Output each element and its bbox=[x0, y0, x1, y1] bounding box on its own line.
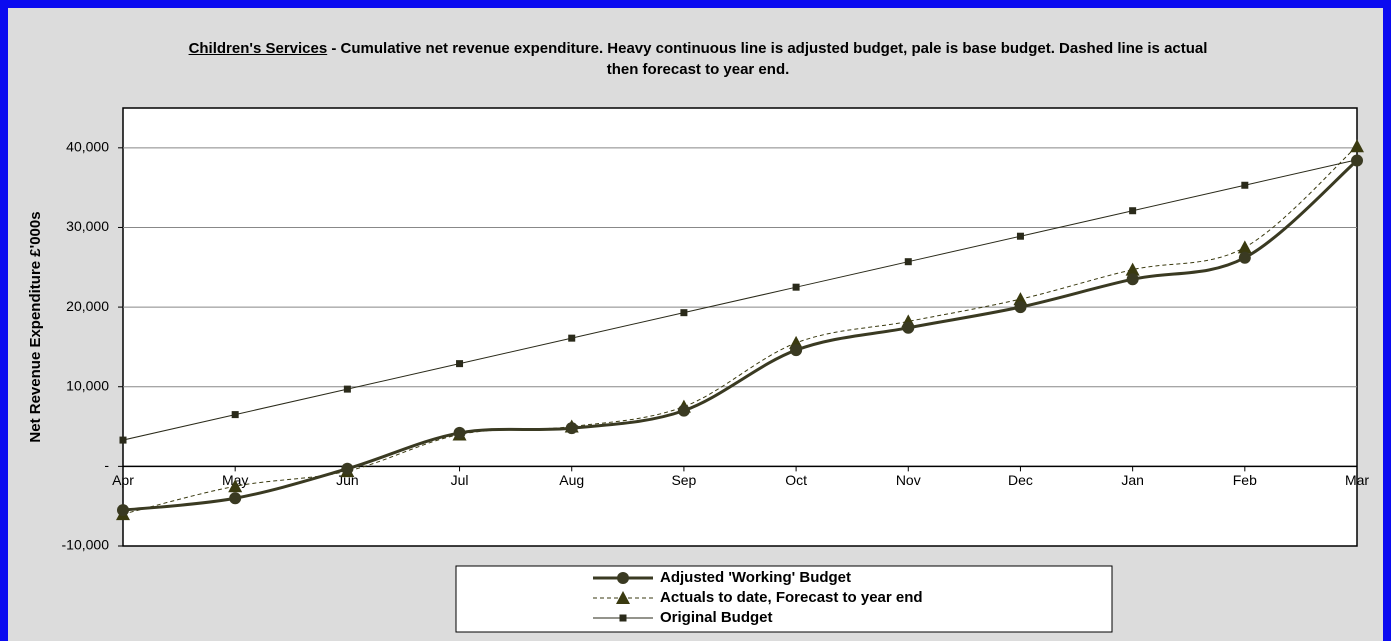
marker bbox=[456, 360, 464, 368]
chart-title: Children's Services - Cumulative net rev… bbox=[178, 38, 1218, 80]
y-axis-label: Net Revenue Expenditure £'000s bbox=[27, 211, 44, 442]
marker bbox=[1238, 251, 1251, 264]
legend-label: Actuals to date, Forecast to year end bbox=[660, 589, 923, 606]
x-tick-label: Mar bbox=[1345, 472, 1369, 488]
x-tick-label: Oct bbox=[785, 472, 807, 488]
x-tick-label: Sep bbox=[671, 472, 696, 488]
marker bbox=[1350, 139, 1364, 153]
x-tick-label: Jan bbox=[1121, 472, 1144, 488]
marker bbox=[619, 614, 627, 622]
marker bbox=[616, 591, 630, 604]
y-tick-label: - bbox=[104, 457, 109, 473]
marker bbox=[677, 404, 690, 417]
x-tick-label: Jul bbox=[451, 472, 469, 488]
x-tick-label: Feb bbox=[1233, 472, 1257, 488]
x-tick-label: Apr bbox=[112, 472, 134, 488]
y-tick-label: 40,000 bbox=[66, 139, 109, 155]
marker bbox=[902, 321, 915, 334]
x-tick-label: Dec bbox=[1008, 472, 1033, 488]
y-tick-label: 20,000 bbox=[66, 298, 109, 314]
marker bbox=[1014, 301, 1027, 314]
marker bbox=[119, 436, 127, 444]
marker bbox=[1016, 232, 1024, 240]
marker bbox=[453, 426, 466, 439]
y-tick-label: -10,000 bbox=[62, 537, 110, 553]
marker bbox=[117, 504, 129, 517]
marker bbox=[568, 334, 576, 342]
marker bbox=[1241, 181, 1249, 189]
y-tick-label: 30,000 bbox=[66, 218, 109, 234]
legend-label: Original Budget bbox=[660, 609, 773, 626]
marker bbox=[343, 385, 351, 393]
marker bbox=[229, 492, 242, 505]
x-tick-label: Aug bbox=[559, 472, 584, 488]
marker bbox=[680, 309, 688, 317]
marker bbox=[1126, 273, 1139, 286]
marker bbox=[231, 411, 239, 419]
marker bbox=[565, 422, 578, 435]
marker bbox=[1351, 154, 1363, 167]
marker bbox=[1237, 240, 1252, 254]
marker bbox=[1125, 262, 1140, 276]
marker bbox=[341, 462, 354, 475]
y-tick-label: 10,000 bbox=[66, 377, 109, 393]
title-text: - Cumulative net revenue expenditure. He… bbox=[331, 40, 1208, 78]
marker bbox=[228, 479, 243, 493]
legend-box bbox=[455, 565, 1113, 633]
marker bbox=[904, 258, 912, 266]
marker bbox=[790, 344, 803, 357]
series-line bbox=[122, 159, 1358, 441]
marker bbox=[792, 283, 800, 291]
series-line bbox=[122, 159, 1358, 512]
legend-label: Adjusted 'Working' Budget bbox=[660, 569, 851, 586]
marker bbox=[617, 572, 629, 584]
marker bbox=[1013, 292, 1028, 306]
title-underlined: Children's Services bbox=[188, 40, 328, 57]
marker bbox=[1129, 207, 1137, 215]
x-tick-label: Nov bbox=[896, 472, 921, 488]
chart: Net Revenue Expenditure £'000s -10,000-1… bbox=[27, 107, 1369, 633]
